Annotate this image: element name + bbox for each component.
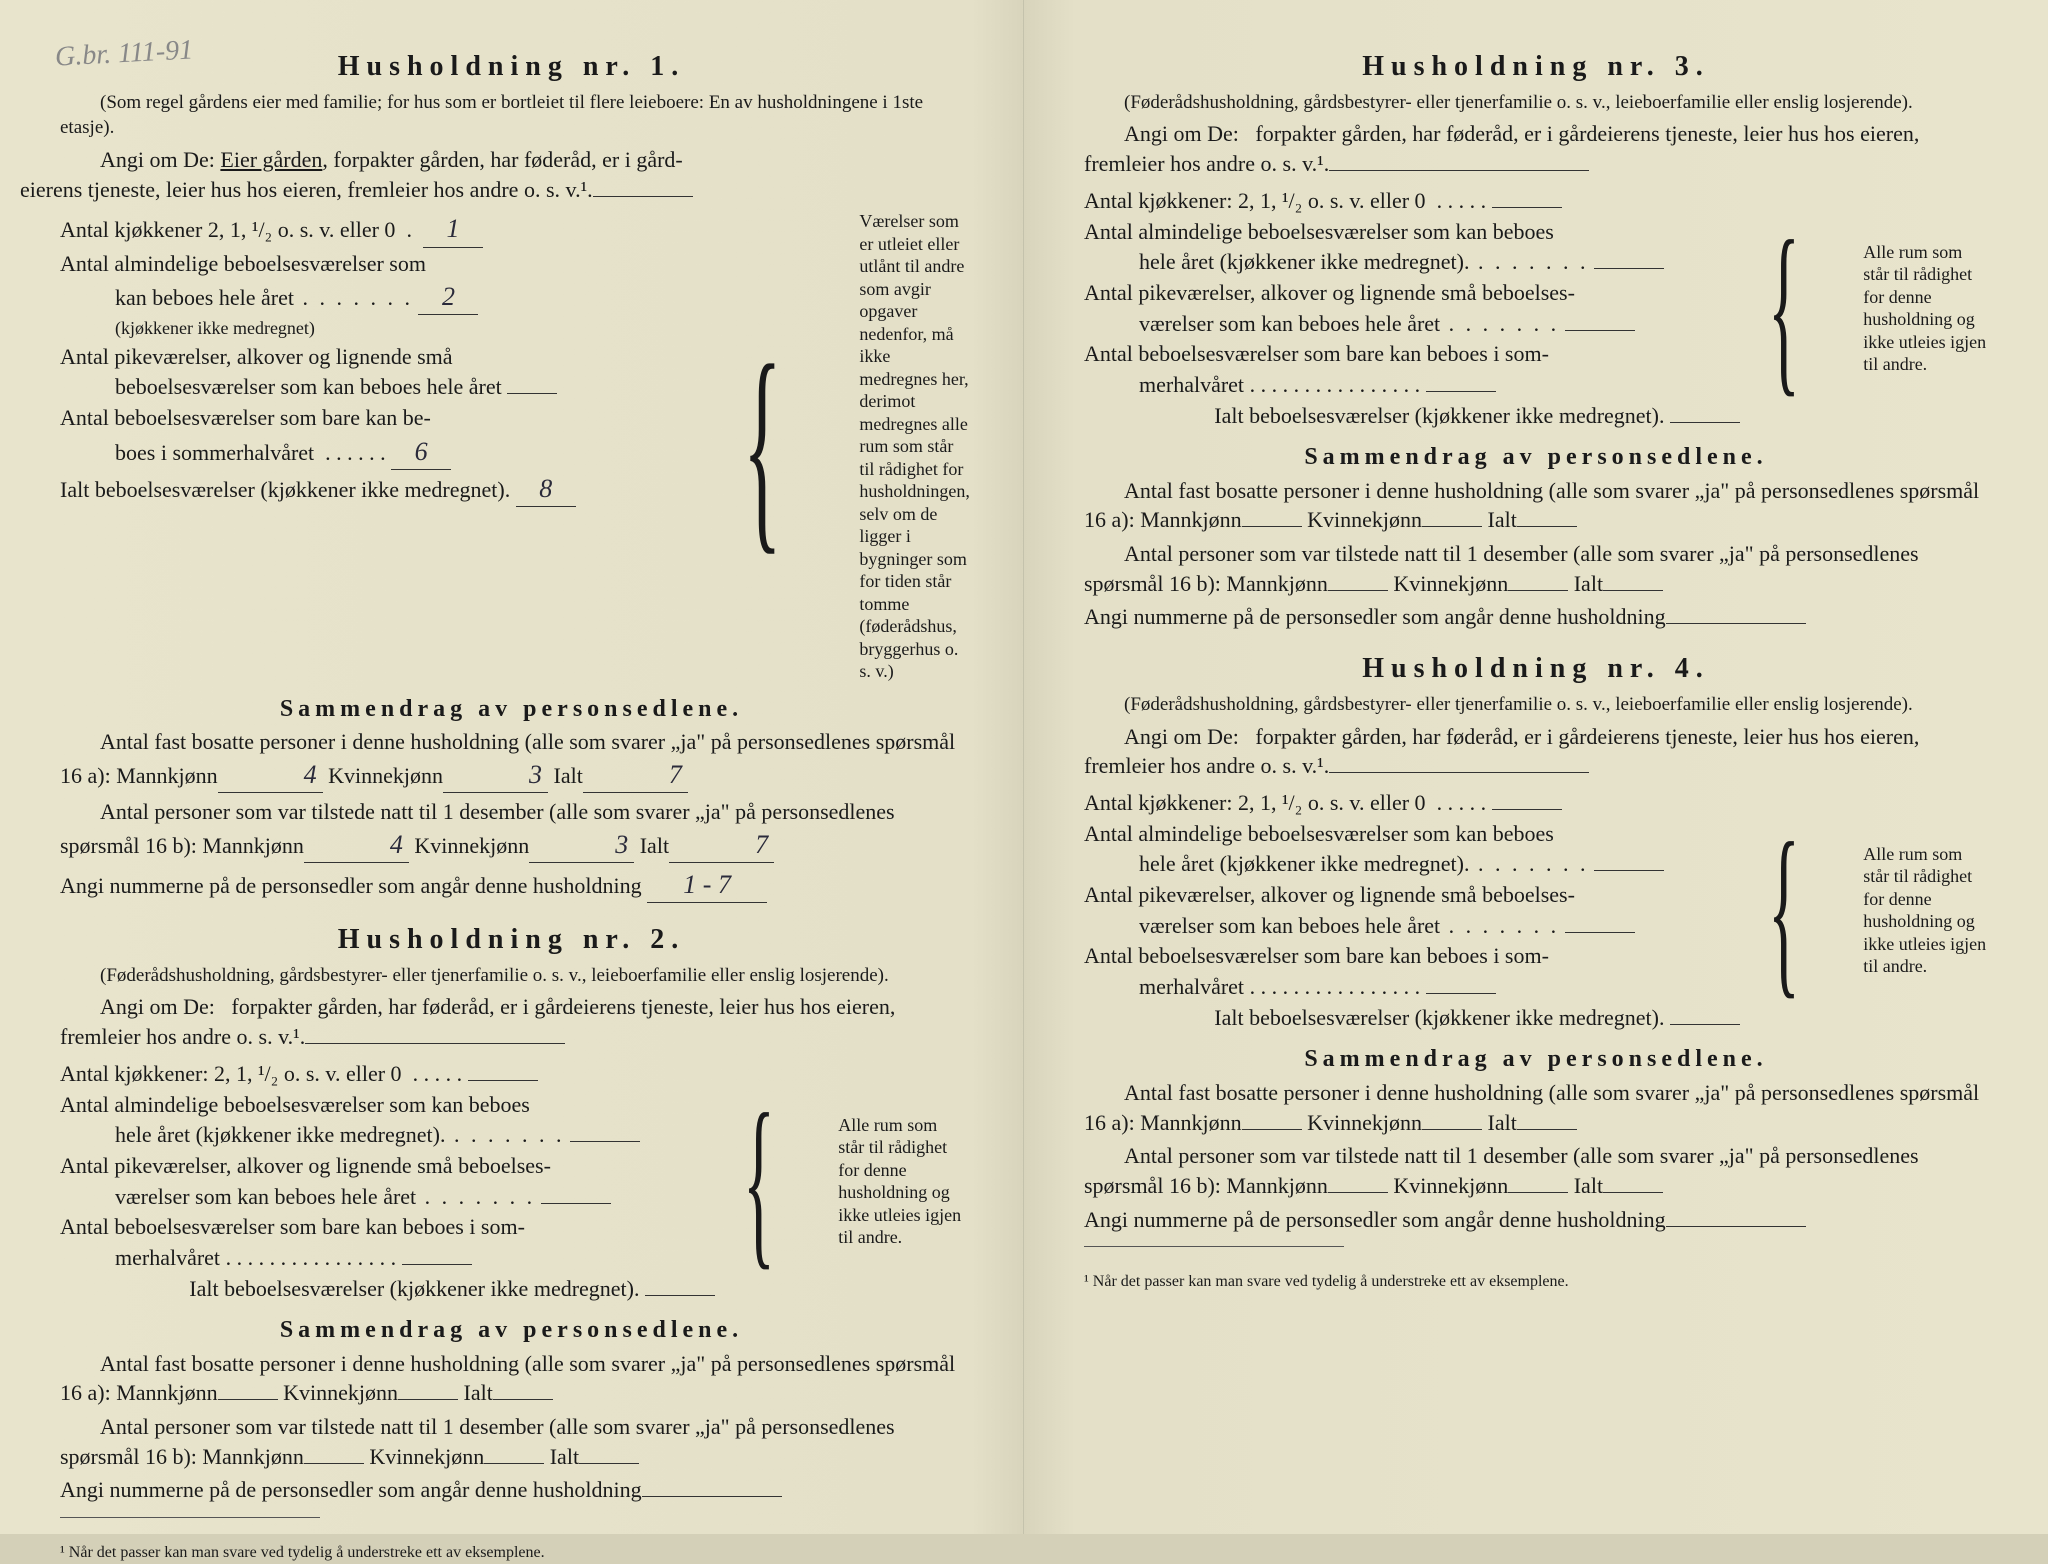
h2-q3b: værelser som kan beboes hele året [115,1184,416,1209]
left-page: G.br. 111-91 Husholdning nr. 1. (Som reg… [0,0,1024,1534]
h2-q2b: hele året (kjøkkener ikke medregnet). [115,1122,445,1147]
h2-sub: (Føderådshusholdning, gårdsbestyrer- ell… [60,963,963,989]
right-page: Husholdning nr. 3. (Føderådshusholdning,… [1024,0,2048,1534]
h1-q4-ans: 6 [409,434,434,469]
h4-summary-title: Sammendrag av personsedlene. [1084,1043,1988,1075]
h4-angi: Angi om De: forpakter gården, har føderå… [1084,722,1988,781]
h2-side-note: { Alle rum som står til rådighet for den… [743,1058,963,1305]
h1-sum-p1: Antal fast bosatte personer i denne hush… [60,727,963,793]
h3-q2a: Antal almindelige beboelsesværelser som … [1084,219,1554,244]
h4-rooms-block: Antal kjøkkener: 2, 1, ¹/₂ o. s. v. elle… [1084,787,1988,1034]
h1-s1-m: 4 [258,757,323,792]
h4-sub: (Føderådshusholdning, gårdsbestyrer- ell… [1084,692,1988,718]
h3-sub: (Føderådshusholdning, gårdsbestyrer- ell… [1084,90,1988,116]
h2-q3a: Antal pikeværelser, alkover og lignende … [60,1153,551,1178]
h1-summary-title: Sammendrag av personsedlene. [60,693,963,725]
h4-q2b: hele året (kjøkkener ikke medregnet). [1139,851,1469,876]
h2-sum-p3: Angi nummerne på de personsedler som ang… [60,1475,963,1505]
h2-rooms-block: Antal kjøkkener: 2, 1, ¹/₂ o. s. v. elle… [60,1058,963,1305]
h2-q4b: merhalvåret [115,1245,220,1270]
h1-s1-k: 3 [483,757,548,792]
h2-q2a: Antal almindelige beboelsesværelser som … [60,1092,530,1117]
h3-side-note: { Alle rum som står til rådighet for den… [1768,185,1988,432]
h4-side-note-text: Alle rum som står til rådighet for denne… [1863,843,1988,978]
h1-sub: (Som regel gårdens eier med familie; for… [60,90,963,141]
h3-q4b: merhalvåret [1139,372,1244,397]
h3-q3a: Antal pikeværelser, alkover og lignende … [1084,280,1575,305]
h4-q3a: Antal pikeværelser, alkover og lignende … [1084,882,1575,907]
h1-q5: Ialt beboelsesværelser (kjøkkener ikke m… [60,477,510,502]
h2-title: Husholdning nr. 2. [60,921,963,959]
h1-sum-p3: Angi nummerne på de personsedler som ang… [60,867,963,903]
h1-s3-ans: 1 - 7 [677,867,737,902]
h3-side-note-text: Alle rum som står til rådighet for denne… [1863,241,1988,376]
h2-q4a: Antal beboelsesværelser som bare kan beb… [60,1214,525,1239]
h1-q1: Antal kjøkkener 2, 1, ¹/₂ o. s. v. eller… [60,217,395,242]
h4-title: Husholdning nr. 4. [1084,650,1988,688]
h1-angi-prefix: Angi om De: [100,147,215,172]
h3-q3b: værelser som kan beboes hele året [1139,311,1440,336]
h4-sum-p2: Antal personer som var tilstede natt til… [1084,1141,1988,1200]
h3-q5: Ialt beboelsesværelser (kjøkkener ikke m… [1214,403,1664,428]
h4-q2a: Antal almindelige beboelsesværelser som … [1084,821,1554,846]
form-spread: G.br. 111-91 Husholdning nr. 1. (Som reg… [0,0,2048,1534]
h4-q5: Ialt beboelsesværelser (kjøkkener ikke m… [1214,1005,1664,1030]
h1-angi-underlined: Eier gården [220,147,322,172]
h1-sum-p2: Antal personer som var tilstede natt til… [60,797,963,863]
h1-q5-ans: 8 [533,471,558,506]
h1-q4a: Antal beboelsesværelser som bare kan be- [60,405,431,430]
pencil-annotation: G.br. 111-91 [54,31,194,76]
h3-sum-p2: Antal personer som var tilstede natt til… [1084,539,1988,598]
h3-q4a: Antal beboelsesværelser som bare kan beb… [1084,341,1549,366]
h1-s2-i: 7 [709,827,774,862]
h2-q5: Ialt beboelsesværelser (kjøkkener ikke m… [189,1276,639,1301]
h2-sum-p1: Antal fast bosatte personer i denne hush… [60,1349,963,1408]
footnote-left: ¹ Når det passer kan man svare ved tydel… [60,1542,963,1564]
h1-s2-k: 3 [569,827,634,862]
h2-summary-title: Sammendrag av personsedlene. [60,1314,963,1346]
h2-q1: Antal kjøkkener: 2, 1, ¹/₂ o. s. v. elle… [60,1061,402,1086]
h2-angi: Angi om De: forpakter gården, har føderå… [60,992,963,1051]
h4-q1: Antal kjøkkener: 2, 1, ¹/₂ o. s. v. elle… [1084,790,1426,815]
h4-q4b: merhalvåret [1139,974,1244,999]
h3-q1: Antal kjøkkener: 2, 1, ¹/₂ o. s. v. elle… [1084,188,1426,213]
h4-side-note: { Alle rum som står til rådighet for den… [1768,787,1988,1034]
h3-q2b: hele året (kjøkkener ikke medregnet). [1139,249,1469,274]
h4-sum-p1: Antal fast bosatte personer i denne hush… [1084,1078,1988,1137]
h3-rooms-block: Antal kjøkkener: 2, 1, ¹/₂ o. s. v. elle… [1084,185,1988,432]
h3-angi: Angi om De: forpakter gården, har føderå… [1084,119,1988,178]
h2-sum-p2: Antal personer som var tilstede natt til… [60,1412,963,1471]
h1-q2a: Antal almindelige beboelsesværelser som [60,251,426,276]
footnote-right: ¹ Når det passer kan man svare ved tydel… [1084,1271,1988,1293]
h1-q1-ans: 1 [440,211,465,246]
h1-rooms-block: Antal kjøkkener 2, 1, ¹/₂ o. s. v. eller… [60,210,963,683]
h1-q3a: Antal pikeværelser, alkover og lignende … [60,344,453,369]
h3-summary-title: Sammendrag av personsedlene. [1084,441,1988,473]
h1-q2-note: (kjøkkener ikke medregnet) [115,318,315,338]
h1-q2-ans: 2 [436,279,461,314]
h2-side-note-text: Alle rum som står til rådighet for denne… [838,1114,963,1249]
h1-s1-i: 7 [623,757,688,792]
h1-q4b: boes i sommerhalvåret [115,440,314,465]
h4-q4a: Antal beboelsesværelser som bare kan beb… [1084,943,1549,968]
h1-q3b: beboelsesværelser som kan beboes hele år… [115,374,502,399]
h4-q3b: værelser som kan beboes hele året [1139,913,1440,938]
h1-angi: Angi om De: Eier gården, forpakter gårde… [60,145,963,204]
h3-sum-p3: Angi nummerne på de personsedler som ang… [1084,602,1988,632]
h1-title: Husholdning nr. 1. [60,48,963,86]
h3-title: Husholdning nr. 3. [1084,48,1988,86]
h1-q2b: kan beboes hele året [115,285,294,310]
h1-s2-m: 4 [344,827,409,862]
h1-side-note: { Værelser som er utleiet eller utlånt t… [743,210,963,683]
h1-side-note-text: Værelser som er utleiet eller utlånt til… [859,210,970,683]
h4-sum-p3: Angi nummerne på de personsedler som ang… [1084,1205,1988,1235]
h3-sum-p1: Antal fast bosatte personer i denne hush… [1084,476,1988,535]
